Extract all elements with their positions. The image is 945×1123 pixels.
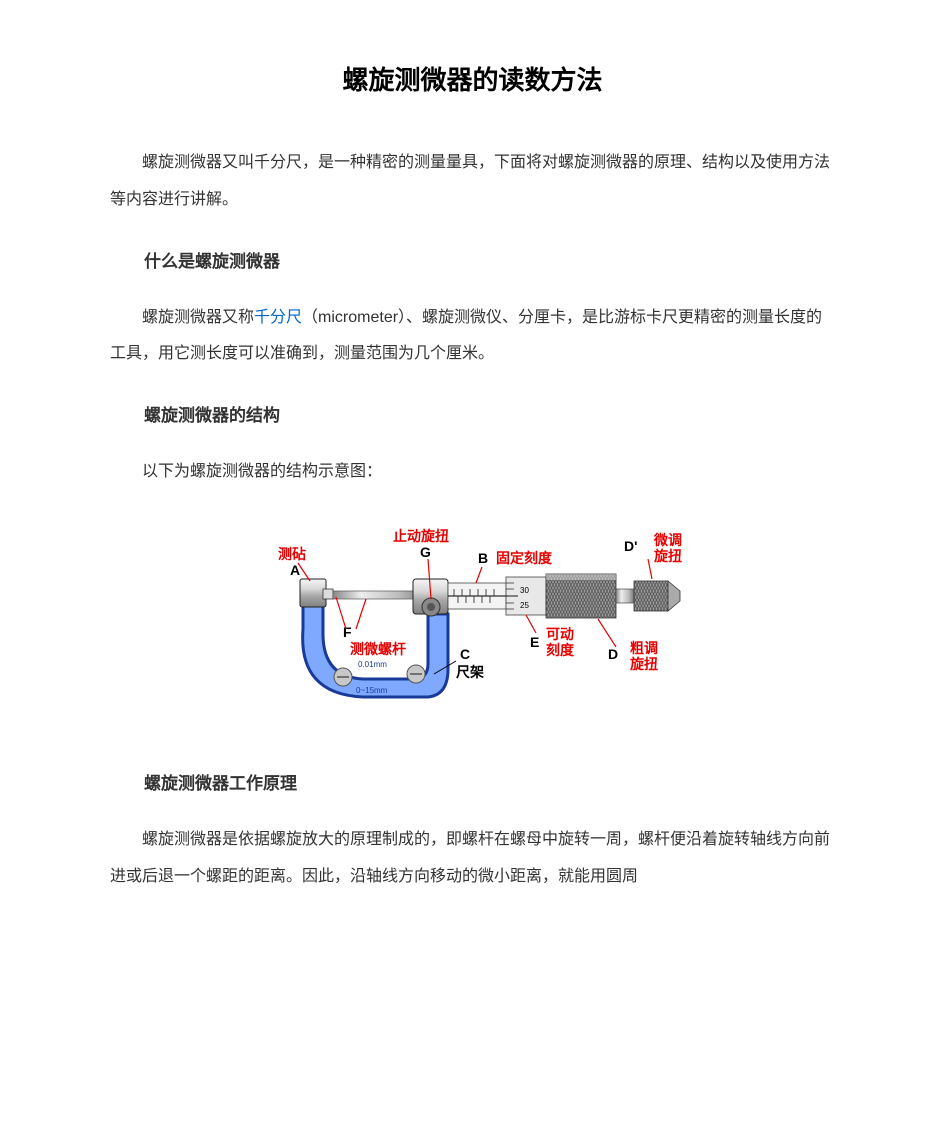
micrometer-diagram: 0.01mm 0~15mm	[238, 519, 708, 739]
thimble-shape: 30 25	[506, 577, 546, 615]
letter-E: E	[530, 634, 539, 650]
label-coarse-1: 粗调	[630, 640, 658, 656]
text-before-link: 螺旋测微器又称	[142, 309, 254, 326]
fixed-scale-shape	[448, 583, 506, 609]
label-movable-2: 刻度	[546, 642, 575, 658]
intro-paragraph: 螺旋测微器又叫千分尺，是一种精密的测量量具，下面将对螺旋测微器的原理、结构以及使…	[110, 145, 835, 219]
coarse-knob-shape	[546, 574, 616, 618]
label-fixed-scale: 固定刻度	[496, 550, 553, 566]
section-body-1: 螺旋测微器又称千分尺（micrometer）、螺旋测微仪、分厘卡，是比游标卡尺更…	[110, 300, 835, 374]
letter-Dprime: D'	[624, 538, 637, 554]
label-lock: 止动旋扭	[393, 528, 449, 544]
label-anvil: 测砧	[278, 546, 306, 562]
fine-knob-shape	[634, 581, 668, 611]
letter-B: B	[478, 550, 488, 566]
label-fine-adj-1: 微调	[653, 532, 682, 548]
frame-marking-top: 0.01mm	[358, 660, 387, 669]
scale-num-25: 25	[520, 601, 529, 610]
qianfenchi-link[interactable]: 千分尺	[254, 309, 302, 326]
page-title: 螺旋测微器的读数方法	[110, 60, 835, 97]
anvil-shape	[300, 579, 326, 607]
label-fine-adj-2: 旋扭	[653, 548, 682, 564]
section-heading-3: 螺旋测微器工作原理	[110, 769, 835, 794]
letter-F: F	[343, 624, 352, 640]
label-frame: 尺架	[456, 664, 484, 680]
section-body-3: 螺旋测微器是依据螺旋放大的原理制成的，即螺杆在螺母中旋转一周，螺杆便沿着旋转轴线…	[110, 822, 835, 896]
frame-marking-bot: 0~15mm	[356, 686, 388, 695]
label-movable-1: 可动	[546, 626, 574, 642]
section-heading-1: 什么是螺旋测微器	[110, 247, 835, 272]
section-heading-2: 螺旋测微器的结构	[110, 401, 835, 426]
letter-D: D	[608, 646, 618, 662]
section-body-2: 以下为螺旋测微器的结构示意图：	[110, 454, 835, 491]
letter-G: G	[420, 544, 431, 560]
scale-num-30: 30	[520, 586, 529, 595]
label-spindle: 测微螺杆	[350, 641, 406, 657]
label-coarse-2: 旋扭	[629, 656, 658, 672]
letter-C: C	[460, 646, 470, 662]
